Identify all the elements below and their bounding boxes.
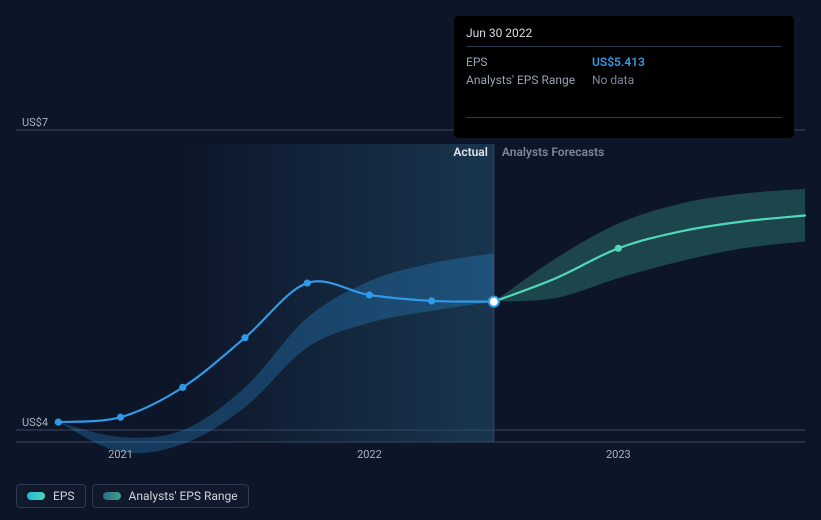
forecast-region-label: Analysts Forecasts [502, 145, 604, 159]
legend-swatch [27, 492, 45, 500]
legend-item[interactable]: EPS [16, 484, 86, 508]
x-tick-label: 2022 [357, 448, 382, 461]
y-tick-label: US$4 [22, 416, 48, 429]
tooltip-row: Analysts' EPS Range No data [466, 71, 782, 89]
tooltip-row-label: Analysts' EPS Range [466, 71, 576, 89]
eps-marker [241, 334, 248, 341]
eps-forecast-marker [615, 245, 622, 252]
tooltip-row-value: US$5.413 [592, 53, 645, 71]
chart-container: US$4 US$7 2021 2022 2023 Actual Analysts Fore… [0, 0, 821, 520]
tooltip-row: EPS US$5.413 [466, 53, 782, 71]
actual-region-label: Actual [453, 145, 488, 159]
eps-marker [304, 279, 311, 286]
eps-marker [117, 414, 124, 421]
eps-marker [366, 291, 373, 298]
eps-marker [428, 297, 435, 304]
tooltip-row-value: No data [592, 71, 634, 89]
legend-item[interactable]: Analysts' EPS Range [92, 484, 249, 508]
tooltip-row-label: EPS [466, 53, 576, 71]
eps-marker [179, 384, 186, 391]
tooltip-date: Jun 30 2022 [466, 26, 782, 40]
y-tick-label: US$7 [22, 116, 48, 129]
region-label-layer: Actual Analysts Forecasts [453, 145, 604, 159]
hover-layer [489, 297, 499, 307]
legend: EPS Analysts' EPS Range [16, 484, 249, 508]
legend-label: Analysts' EPS Range [129, 489, 238, 503]
hover-marker [489, 297, 499, 307]
x-tick-label: 2023 [606, 448, 631, 461]
tooltip-divider [466, 46, 782, 47]
x-tick-label: 2021 [108, 448, 133, 461]
tooltip-rows: EPS US$5.413 Analysts' EPS Range No data [466, 53, 782, 89]
legend-swatch [103, 492, 121, 500]
tooltip: Jun 30 2022 EPSUS$5.413Analysts' EPS Ran… [454, 16, 794, 138]
legend-label: EPS [53, 489, 75, 503]
eps-marker [55, 419, 62, 426]
tooltip-divider [466, 117, 782, 118]
